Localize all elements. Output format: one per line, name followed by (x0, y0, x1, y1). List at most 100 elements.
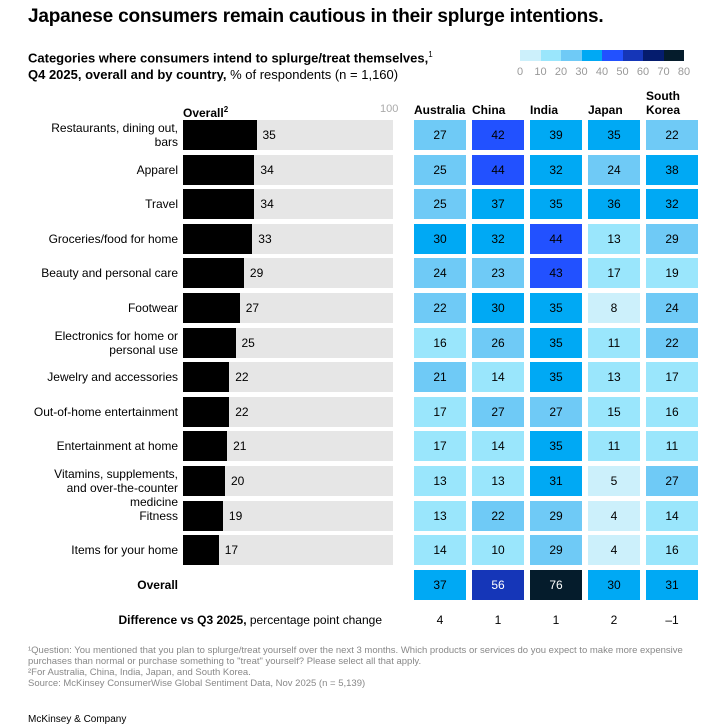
difference-label-bold: Difference vs Q3 2025, (118, 613, 247, 627)
heatmap-cell: 22 (646, 327, 698, 358)
heatmap-cell: 35 (530, 189, 582, 220)
overall-row-cell: 31 (646, 569, 698, 600)
overall-header: Overall2 (183, 103, 228, 120)
heatmap-cell: 13 (472, 466, 524, 496)
heatmap-cell: 27 (646, 466, 698, 496)
heatmap-cell: 21 (414, 362, 466, 393)
overall-bar (183, 327, 236, 358)
column-header: South Korea (646, 89, 681, 117)
footnote-1: ¹Question: You mentioned that you plan t… (28, 645, 683, 667)
heatmap-cell: 32 (472, 223, 524, 254)
legend-tick: 50 (616, 66, 629, 78)
category-label: Jewelry and accessories (47, 370, 178, 385)
heatmap-cell: 19 (646, 258, 698, 289)
legend-tick: 20 (554, 66, 568, 78)
heatmap-cell: 24 (414, 258, 466, 289)
heatmap-cell: 8 (588, 293, 640, 323)
heatmap-cell: 27 (414, 120, 466, 150)
heatmap-cell: 24 (588, 154, 640, 185)
category-label: Apparel (136, 162, 178, 177)
bar-value: 22 (235, 370, 249, 385)
overall-row-cell: 30 (588, 569, 640, 600)
heatmap-cell: 22 (646, 120, 698, 150)
heatmap-cell: 30 (472, 293, 524, 323)
heatmap-cell: 11 (588, 327, 640, 358)
heatmap-cell: 17 (414, 396, 466, 427)
overall-row-label: Overall (137, 578, 178, 592)
overall-header-sup: 2 (223, 105, 229, 114)
heatmap-cell: 32 (646, 189, 698, 220)
category-label: Vitamins, supplements, and over-the-coun… (54, 467, 178, 509)
heatmap-cell: 27 (530, 396, 582, 427)
overall-bar (183, 396, 230, 427)
category-label: Groceries/food for home (48, 231, 178, 246)
heatmap-cell: 25 (414, 189, 466, 220)
heatmap-cell: 42 (472, 120, 524, 150)
difference-value: 4 (436, 613, 444, 627)
overall-bar (183, 535, 219, 566)
overall-bar (183, 120, 257, 150)
heatmap-cell: 29 (646, 223, 698, 254)
legend-swatch (643, 50, 664, 61)
legend-tick: 0 (516, 66, 524, 78)
heatmap-cell: 11 (646, 431, 698, 462)
legend-swatch (602, 50, 623, 61)
heatmap-cell: 23 (472, 258, 524, 289)
overall-bar (183, 154, 255, 185)
overall-bar (183, 466, 225, 496)
heatmap-cell: 35 (530, 431, 582, 462)
legend-tick: 60 (636, 66, 650, 78)
heatmap-cell: 36 (588, 189, 640, 220)
bar-value: 29 (249, 266, 264, 281)
heatmap-cell: 22 (414, 293, 466, 323)
heatmap-cell: 14 (646, 500, 698, 531)
heatmap-cell: 35 (588, 120, 640, 150)
heatmap-cell: 13 (588, 223, 640, 254)
heatmap-cell: 35 (530, 327, 582, 358)
bar-max-label: 100 (380, 103, 399, 115)
bar-value: 19 (228, 508, 243, 523)
heatmap-cell: 32 (530, 154, 582, 185)
bar-value: 33 (258, 231, 272, 246)
heatmap-cell: 13 (414, 466, 466, 496)
heatmap-cell: 35 (530, 293, 582, 323)
heatmap-cell: 13 (414, 500, 466, 531)
heatmap-cell: 17 (588, 258, 640, 289)
heatmap-cell: 4 (588, 535, 640, 566)
column-header: India (530, 103, 559, 117)
heatmap-cell: 30 (414, 223, 466, 254)
footnote-2: ²For Australia, China, India, Japan, and… (28, 667, 251, 678)
heatmap-cell: 16 (414, 327, 466, 358)
overall-bar (183, 223, 253, 254)
category-label: Out-of-home entertainment (33, 404, 178, 419)
legend-swatch (581, 50, 602, 61)
legend-tick: 10 (534, 66, 547, 78)
subtitle-bold: Categories where consumers intend to spl… (28, 50, 429, 66)
heatmap-cell: 35 (530, 362, 582, 393)
overall-bar (183, 431, 228, 462)
heatmap-cell: 44 (472, 154, 524, 185)
heatmap-cell: 39 (530, 120, 582, 150)
legend-swatch (540, 50, 561, 61)
chart-subtitle: Categories where consumers intend to spl… (28, 46, 433, 83)
heatmap-cell: 43 (530, 258, 582, 289)
overall-bar (183, 293, 240, 323)
bar-value: 21 (233, 439, 247, 454)
legend-tick: 30 (575, 66, 588, 78)
column-header: China (472, 103, 506, 117)
legend-swatch (561, 50, 582, 61)
difference-label-rest: percentage point change (246, 613, 382, 627)
heatmap-cell: 15 (588, 396, 640, 427)
overall-bar (183, 258, 244, 289)
category-label: Beauty and personal care (41, 266, 178, 281)
footnotes: ¹Question: You mentioned that you plan t… (28, 645, 708, 689)
overall-row-cell: 56 (472, 569, 524, 600)
overall-row-cell: 37 (414, 569, 466, 600)
difference-label: Difference vs Q3 2025, percentage point … (0, 613, 382, 627)
legend-swatch (520, 50, 541, 61)
bar-value: 22 (235, 404, 249, 419)
heatmap-cell: 29 (530, 535, 582, 566)
overall-bar (183, 189, 255, 220)
heatmap-cell: 37 (472, 189, 524, 220)
heatmap-cell: 44 (530, 223, 582, 254)
